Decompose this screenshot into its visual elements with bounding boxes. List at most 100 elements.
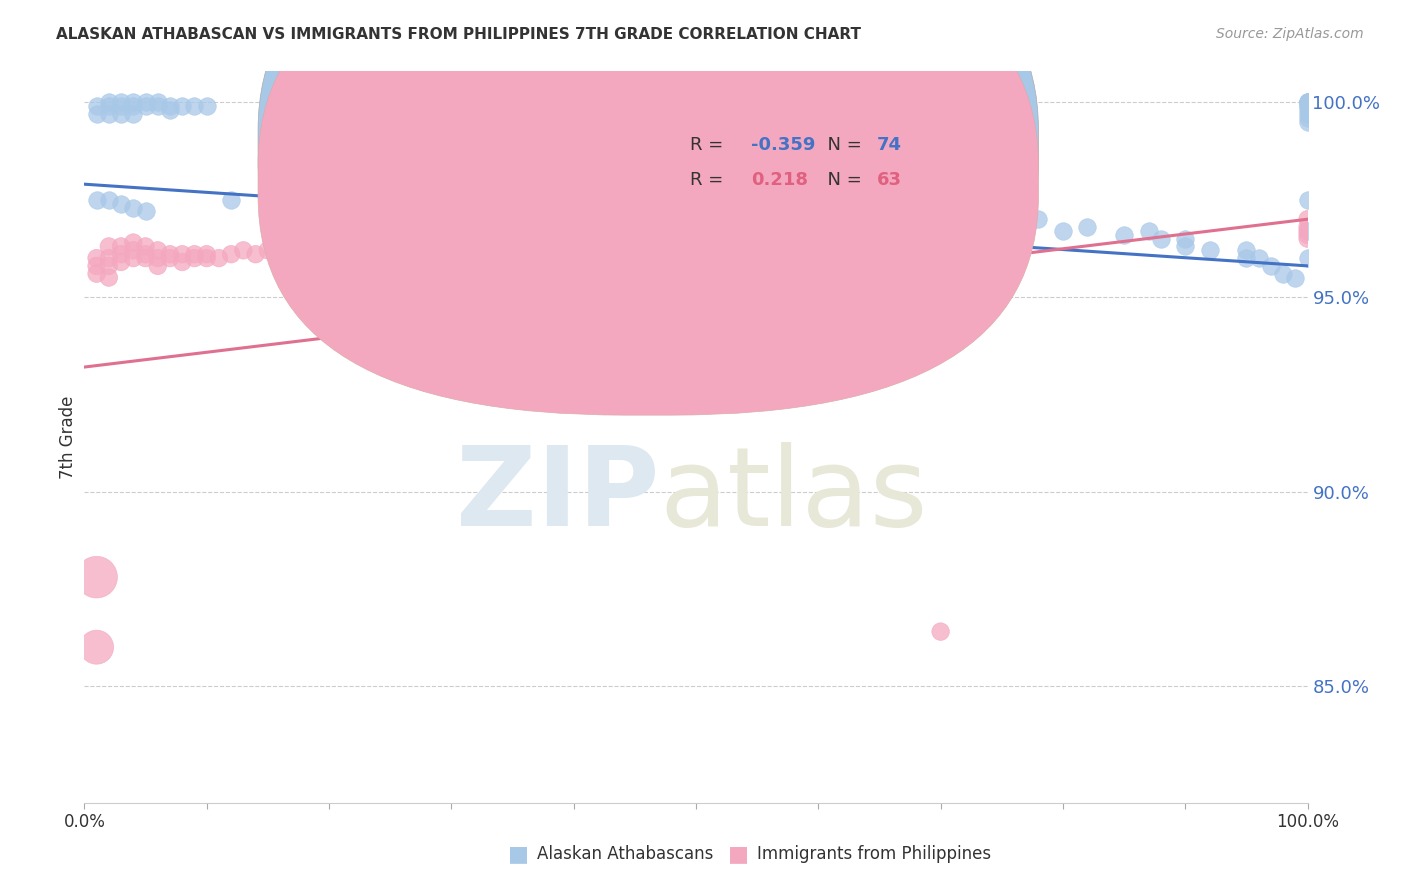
Point: [1174, 239, 1197, 253]
Text: ■: ■: [728, 844, 749, 864]
Point: [1296, 95, 1319, 110]
Point: [208, 251, 231, 265]
Point: [1296, 107, 1319, 121]
Point: [86, 570, 108, 584]
Text: Source: ZipAtlas.com: Source: ZipAtlas.com: [1216, 27, 1364, 41]
Point: [97, 99, 120, 113]
Point: [869, 181, 891, 195]
Point: [562, 235, 585, 250]
FancyBboxPatch shape: [610, 119, 904, 203]
Point: [1296, 95, 1319, 110]
Point: [380, 239, 402, 253]
Point: [97, 193, 120, 207]
Point: [1236, 244, 1258, 258]
Point: [135, 95, 157, 110]
Point: [146, 251, 169, 265]
Point: [110, 239, 132, 253]
Point: [86, 640, 108, 655]
Point: [172, 247, 194, 261]
Point: [122, 95, 145, 110]
Point: [146, 95, 169, 110]
Text: -0.359: -0.359: [751, 136, 815, 154]
Point: [318, 239, 340, 253]
Y-axis label: 7th Grade: 7th Grade: [59, 395, 77, 479]
Point: [1296, 224, 1319, 238]
Text: ALASKAN ATHABASCAN VS IMMIGRANTS FROM PHILIPPINES 7TH GRADE CORRELATION CHART: ALASKAN ATHABASCAN VS IMMIGRANTS FROM PH…: [56, 27, 862, 42]
Point: [416, 219, 439, 234]
Point: [97, 95, 120, 110]
Text: 74: 74: [877, 136, 903, 154]
Point: [110, 255, 132, 269]
Point: [416, 239, 439, 253]
Point: [159, 103, 181, 118]
Point: [135, 247, 157, 261]
Point: [135, 204, 157, 219]
Point: [1260, 259, 1282, 273]
Point: [1296, 219, 1319, 234]
Point: [86, 251, 108, 265]
Point: [1150, 232, 1173, 246]
Point: [1296, 95, 1319, 110]
Point: [1272, 267, 1295, 281]
Text: R =: R =: [690, 136, 728, 154]
Point: [807, 293, 830, 308]
Point: [146, 244, 169, 258]
Point: [747, 329, 769, 343]
Point: [624, 239, 647, 253]
Point: [709, 239, 731, 253]
Point: [86, 99, 108, 113]
Point: [110, 247, 132, 261]
Point: [97, 270, 120, 285]
Point: [1236, 251, 1258, 265]
Point: [183, 251, 205, 265]
Point: [195, 99, 218, 113]
Point: [219, 247, 242, 261]
Point: [97, 107, 120, 121]
Point: [1296, 115, 1319, 129]
Point: [354, 239, 377, 253]
Point: [1296, 111, 1319, 125]
Point: [269, 247, 291, 261]
Point: [404, 235, 426, 250]
Point: [747, 239, 769, 253]
Point: [1296, 99, 1319, 113]
Point: [86, 107, 108, 121]
Point: [929, 204, 952, 219]
Point: [1296, 193, 1319, 207]
Point: [219, 193, 242, 207]
Text: Alaskan Athabascans: Alaskan Athabascans: [537, 845, 713, 863]
Point: [110, 196, 132, 211]
Text: ■: ■: [508, 844, 529, 864]
Point: [1296, 227, 1319, 242]
Point: [97, 239, 120, 253]
Point: [380, 212, 402, 227]
FancyBboxPatch shape: [259, 0, 1039, 415]
Point: [257, 196, 280, 211]
Point: [146, 99, 169, 113]
Text: N =: N =: [815, 136, 868, 154]
Point: [245, 247, 267, 261]
Point: [86, 193, 108, 207]
Point: [195, 251, 218, 265]
Point: [294, 239, 316, 253]
Point: [135, 99, 157, 113]
Text: N =: N =: [815, 171, 868, 189]
Point: [440, 235, 463, 250]
Point: [1296, 232, 1319, 246]
Point: [257, 244, 280, 258]
Point: [991, 219, 1014, 234]
Point: [159, 251, 181, 265]
Point: [1114, 227, 1136, 242]
Point: [905, 193, 928, 207]
Point: [122, 107, 145, 121]
FancyBboxPatch shape: [259, 0, 1039, 380]
Point: [1076, 219, 1098, 234]
Text: R =: R =: [690, 171, 734, 189]
Point: [342, 208, 364, 222]
Text: Immigrants from Philippines: Immigrants from Philippines: [758, 845, 991, 863]
Point: [869, 368, 891, 382]
Point: [135, 251, 157, 265]
Point: [159, 247, 181, 261]
Point: [1028, 212, 1050, 227]
Point: [1247, 251, 1270, 265]
